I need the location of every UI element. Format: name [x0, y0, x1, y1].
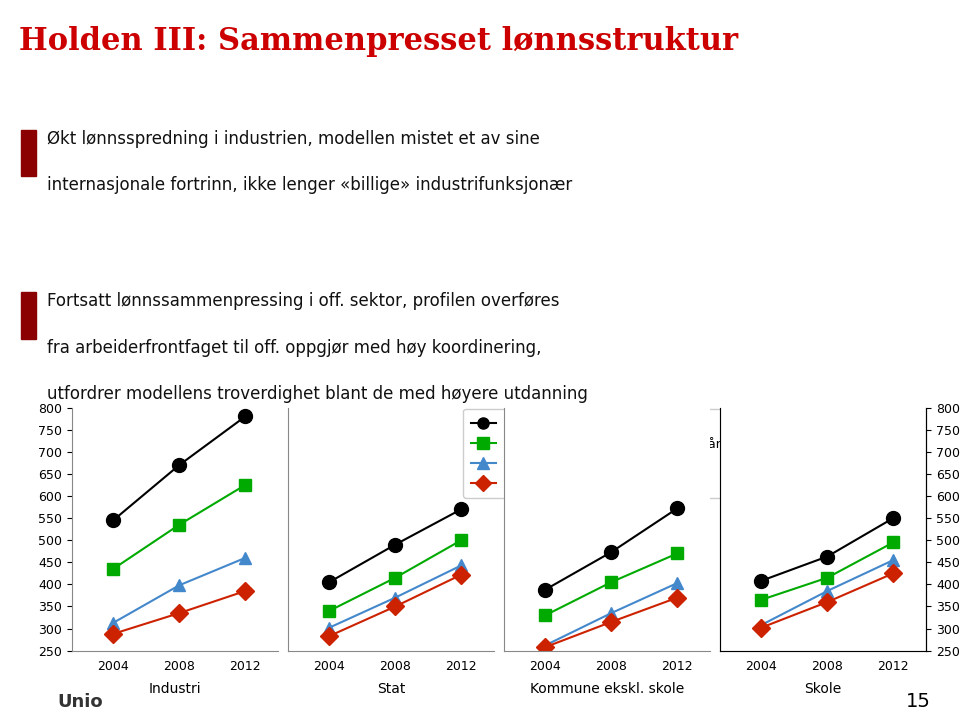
Text: Holden III: Sammenpresset lønnsstruktur: Holden III: Sammenpresset lønnsstruktur	[19, 26, 738, 57]
Text: 15: 15	[906, 692, 931, 711]
X-axis label: Skole: Skole	[804, 681, 842, 696]
Text: fra arbeiderfrontfaget til off. oppgjør med høy koordinering,: fra arbeiderfrontfaget til off. oppgjør …	[47, 339, 541, 357]
Legend: Universitet og høyskole over 4år, Universitet og høyskole opptil 4 år, Videregåe: Universitet og høyskole over 4år, Univer…	[464, 409, 729, 498]
X-axis label: Stat: Stat	[377, 681, 405, 696]
X-axis label: Kommune ekskl. skole: Kommune ekskl. skole	[530, 681, 684, 696]
Bar	[21, 130, 36, 177]
Text: Unio: Unio	[58, 694, 104, 711]
Text: Fortsatt lønnssammenpressing i off. sektor, profilen overføres: Fortsatt lønnssammenpressing i off. sekt…	[47, 292, 560, 310]
Text: utfordrer modellens troverdighet blant de med høyere utdanning: utfordrer modellens troverdighet blant d…	[47, 385, 588, 403]
X-axis label: Industri: Industri	[149, 681, 202, 696]
Text: Økt lønnsspredning i industrien, modellen mistet et av sine: Økt lønnsspredning i industrien, modelle…	[47, 130, 540, 148]
Text: internasjonale fortrinn, ikke lenger «billige» industrifunksjonær: internasjonale fortrinn, ikke lenger «bi…	[47, 177, 572, 194]
Bar	[21, 292, 36, 339]
